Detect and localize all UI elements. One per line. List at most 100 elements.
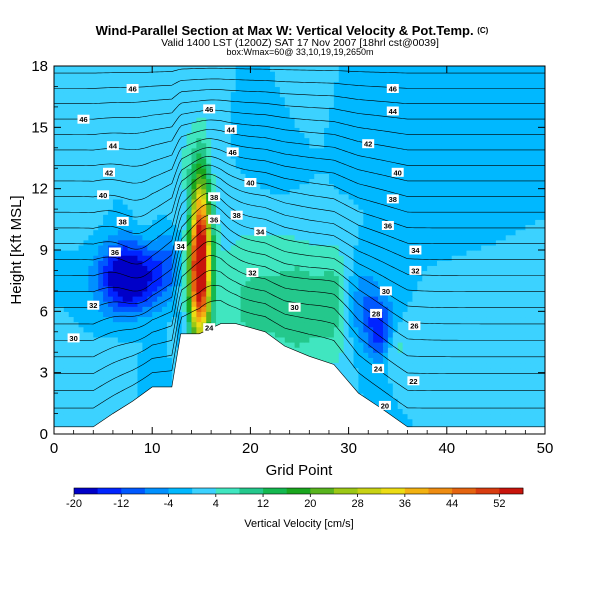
velocity-cell (432, 311, 438, 318)
velocity-cell (481, 244, 487, 251)
velocity-cell (132, 352, 139, 358)
velocity-cell (289, 336, 296, 343)
velocity-cell (73, 178, 80, 185)
velocity-cell (211, 275, 217, 282)
velocity-cell (427, 331, 433, 338)
velocity-cell (490, 183, 497, 190)
velocity-cell (387, 311, 394, 318)
velocity-cell (505, 255, 512, 261)
velocity-cell (132, 342, 139, 348)
velocity-cell (162, 188, 168, 195)
velocity-cell (142, 280, 148, 287)
velocity-cell (83, 234, 89, 241)
velocity-cell (338, 321, 345, 328)
velocity-cell (338, 244, 345, 251)
velocity-cell (378, 321, 384, 328)
velocity-cell (166, 234, 173, 241)
velocity-cell (162, 198, 168, 205)
velocity-cell (294, 326, 301, 333)
velocity-cell (186, 198, 193, 205)
velocity-cell (324, 316, 330, 323)
velocity-cell (353, 336, 360, 343)
velocity-cell (88, 219, 94, 226)
velocity-cell (98, 398, 104, 404)
velocity-cell (137, 306, 143, 312)
velocity-cell (343, 290, 350, 297)
velocity-cell (250, 280, 256, 287)
velocity-cell (402, 224, 409, 231)
velocity-cell (274, 224, 281, 231)
velocity-cell (446, 290, 453, 297)
velocity-cell (500, 244, 507, 251)
velocity-cell (456, 260, 463, 266)
velocity-cell (476, 296, 482, 302)
velocity-cell (142, 306, 148, 312)
velocity-cell (127, 178, 134, 185)
velocity-cell (358, 331, 364, 338)
velocity-cell (314, 198, 320, 205)
velocity-cell (142, 234, 148, 241)
velocity-cell (137, 265, 143, 272)
velocity-cell (220, 311, 227, 318)
velocity-cell (294, 260, 301, 266)
velocity-cell (137, 311, 143, 318)
velocity-cell (54, 244, 60, 251)
velocity-cell (137, 229, 143, 236)
velocity-cell (358, 265, 364, 272)
velocity-cell (515, 265, 522, 272)
velocity-cell (338, 178, 345, 185)
velocity-cell (289, 244, 296, 251)
velocity-cell (58, 234, 65, 241)
velocity-cell (216, 229, 222, 236)
velocity-cell (417, 311, 423, 318)
velocity-cell (520, 321, 526, 328)
velocity-cell (294, 234, 301, 241)
velocity-cell (230, 178, 237, 185)
velocity-cell (73, 403, 80, 410)
velocity-cell (540, 244, 545, 251)
velocity-cell (461, 260, 468, 266)
velocity-cell (78, 331, 85, 338)
velocity-cell (525, 234, 531, 241)
velocity-cell (486, 408, 492, 415)
velocity-cell (181, 290, 188, 297)
velocity-cell (441, 280, 448, 287)
velocity-cell (456, 347, 463, 353)
velocity-cell (476, 285, 482, 292)
velocity-cell (456, 239, 463, 246)
velocity-cell (520, 331, 526, 338)
velocity-cell (500, 301, 507, 307)
velocity-cell (392, 178, 399, 185)
velocity-cell (284, 290, 291, 297)
velocity-cell (166, 178, 173, 185)
velocity-cell (112, 285, 119, 292)
velocity-cell (137, 285, 143, 292)
velocity-cell (103, 244, 109, 251)
velocity-cell (73, 372, 80, 379)
velocity-cell (147, 234, 153, 241)
velocity-cell (152, 357, 158, 364)
velocity-cell (319, 250, 325, 256)
velocity-cell (122, 301, 129, 307)
velocity-cell (127, 367, 134, 374)
velocity-cell (328, 229, 335, 236)
velocity-cell (314, 311, 320, 318)
velocity-cell (63, 285, 70, 292)
velocity-cell (142, 357, 148, 364)
velocity-cell (436, 239, 443, 246)
velocity-cell (451, 204, 458, 210)
velocity-cell (476, 244, 482, 251)
velocity-cell (73, 224, 80, 231)
velocity-cell (240, 183, 247, 190)
velocity-cell (171, 193, 178, 200)
velocity-cell (540, 234, 545, 241)
velocity-cell (216, 285, 222, 292)
velocity-cell (299, 336, 306, 343)
velocity-cell (132, 270, 139, 277)
velocity-cell (98, 244, 104, 251)
velocity-cell (83, 357, 89, 364)
velocity-cell (407, 398, 414, 404)
velocity-cell (147, 347, 153, 353)
velocity-cell (387, 239, 394, 246)
velocity-cell (122, 239, 129, 246)
